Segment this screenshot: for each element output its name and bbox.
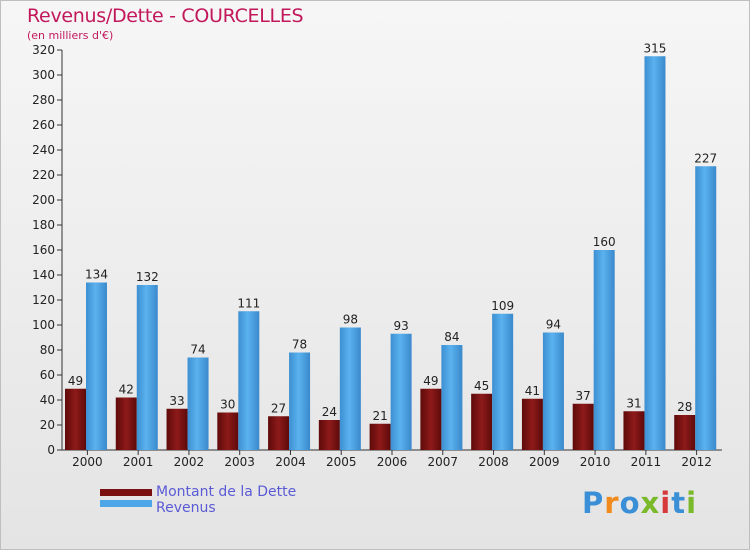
bar-debt xyxy=(521,398,543,450)
y-tick-label: 220 xyxy=(32,168,55,182)
x-tick-label: 2000 xyxy=(72,455,103,469)
bar-revenue xyxy=(136,285,158,450)
bar-debt xyxy=(471,393,493,450)
data-label: 84 xyxy=(444,330,459,344)
y-tick-label: 240 xyxy=(32,143,55,157)
legend-label-revenue: Revenus xyxy=(156,500,216,516)
data-label: 49 xyxy=(68,374,83,388)
data-label: 33 xyxy=(169,394,184,408)
bar-revenue xyxy=(390,333,412,450)
x-tick-label: 2005 xyxy=(326,455,357,469)
y-tick-label: 320 xyxy=(32,43,55,57)
bar-debt xyxy=(217,412,239,450)
x-tick-label: 2008 xyxy=(478,455,509,469)
data-label: 94 xyxy=(546,318,561,332)
data-label: 132 xyxy=(136,270,159,284)
data-label: 31 xyxy=(626,396,641,410)
y-tick-label: 300 xyxy=(32,68,55,82)
bar-revenue xyxy=(492,313,514,450)
x-tick-label: 2004 xyxy=(275,455,306,469)
y-tick-label: 0 xyxy=(47,443,55,457)
y-tick-label: 140 xyxy=(32,268,55,282)
bar-revenue xyxy=(695,166,717,450)
bar-revenue xyxy=(187,357,209,450)
y-tick-label: 160 xyxy=(32,243,55,257)
bar-revenue xyxy=(644,56,666,450)
bar-debt xyxy=(115,397,137,450)
bar-debt xyxy=(166,408,188,450)
data-label: 134 xyxy=(85,268,108,282)
logo-letter: t xyxy=(671,486,687,520)
x-tick-label: 2012 xyxy=(681,455,712,469)
data-label: 111 xyxy=(237,296,260,310)
logo-letter: o xyxy=(619,486,641,520)
bar-revenue xyxy=(542,332,564,450)
data-label: 28 xyxy=(677,400,692,414)
data-label: 227 xyxy=(694,151,717,165)
y-tick-label: 200 xyxy=(32,193,55,207)
bar-debt xyxy=(268,416,290,450)
chart-subtitle: (en milliers d'€) xyxy=(27,29,114,42)
data-label: 74 xyxy=(190,343,205,357)
legend-swatch-debt xyxy=(100,489,152,496)
y-tick-label: 280 xyxy=(32,93,55,107)
bar-debt xyxy=(572,403,594,450)
data-label: 30 xyxy=(220,398,235,412)
x-tick-label: 2009 xyxy=(529,455,560,469)
bar-revenue xyxy=(441,345,463,450)
logo-letter: i xyxy=(686,486,698,520)
data-label: 315 xyxy=(644,41,667,55)
bar-debt xyxy=(674,415,696,450)
x-tick-label: 2002 xyxy=(174,455,205,469)
data-label: 41 xyxy=(525,384,540,398)
y-tick-label: 20 xyxy=(40,418,55,432)
x-tick-label: 2001 xyxy=(123,455,154,469)
bar-debt xyxy=(318,420,340,450)
data-label: 42 xyxy=(119,383,134,397)
data-label: 98 xyxy=(343,313,358,327)
data-label: 78 xyxy=(292,338,307,352)
bar-debt xyxy=(369,423,391,450)
data-label: 160 xyxy=(593,235,616,249)
chart-title: Revenus/Dette - COURCELLES xyxy=(27,5,304,27)
bar-debt xyxy=(623,411,645,450)
bar-revenue xyxy=(593,250,615,450)
data-label: 45 xyxy=(474,379,489,393)
data-label: 21 xyxy=(372,409,387,423)
data-label: 37 xyxy=(576,389,591,403)
bar-revenue xyxy=(238,311,260,450)
x-tick-label: 2006 xyxy=(377,455,408,469)
bar-revenue xyxy=(86,282,107,450)
legend-swatch-revenue xyxy=(100,500,152,507)
logo-letter: r xyxy=(604,486,620,520)
legend-label-debt: Montant de la Dette xyxy=(156,484,297,500)
y-tick-label: 80 xyxy=(40,343,55,357)
logo-letter: i xyxy=(660,486,672,520)
y-tick-label: 120 xyxy=(32,293,55,307)
bar-revenue xyxy=(339,327,361,450)
x-tick-label: 2007 xyxy=(427,455,458,469)
logo-letter: P xyxy=(582,486,605,520)
data-label: 93 xyxy=(393,319,408,333)
bar-debt xyxy=(420,388,442,450)
logo-letter: x xyxy=(640,486,661,520)
bar-debt xyxy=(65,388,86,450)
y-tick-label: 100 xyxy=(32,318,55,332)
bar-revenue xyxy=(289,352,311,450)
x-tick-label: 2003 xyxy=(224,455,255,469)
y-tick-label: 180 xyxy=(32,218,55,232)
data-label: 49 xyxy=(423,374,438,388)
data-label: 27 xyxy=(271,401,286,415)
y-tick-label: 60 xyxy=(40,368,55,382)
y-tick-label: 40 xyxy=(40,393,55,407)
data-label: 24 xyxy=(322,405,337,419)
y-tick-label: 260 xyxy=(32,118,55,132)
x-tick-label: 2011 xyxy=(631,455,662,469)
data-label: 109 xyxy=(491,299,514,313)
proxiti-logo: Proxiti xyxy=(582,486,697,520)
x-tick-label: 2010 xyxy=(580,455,611,469)
